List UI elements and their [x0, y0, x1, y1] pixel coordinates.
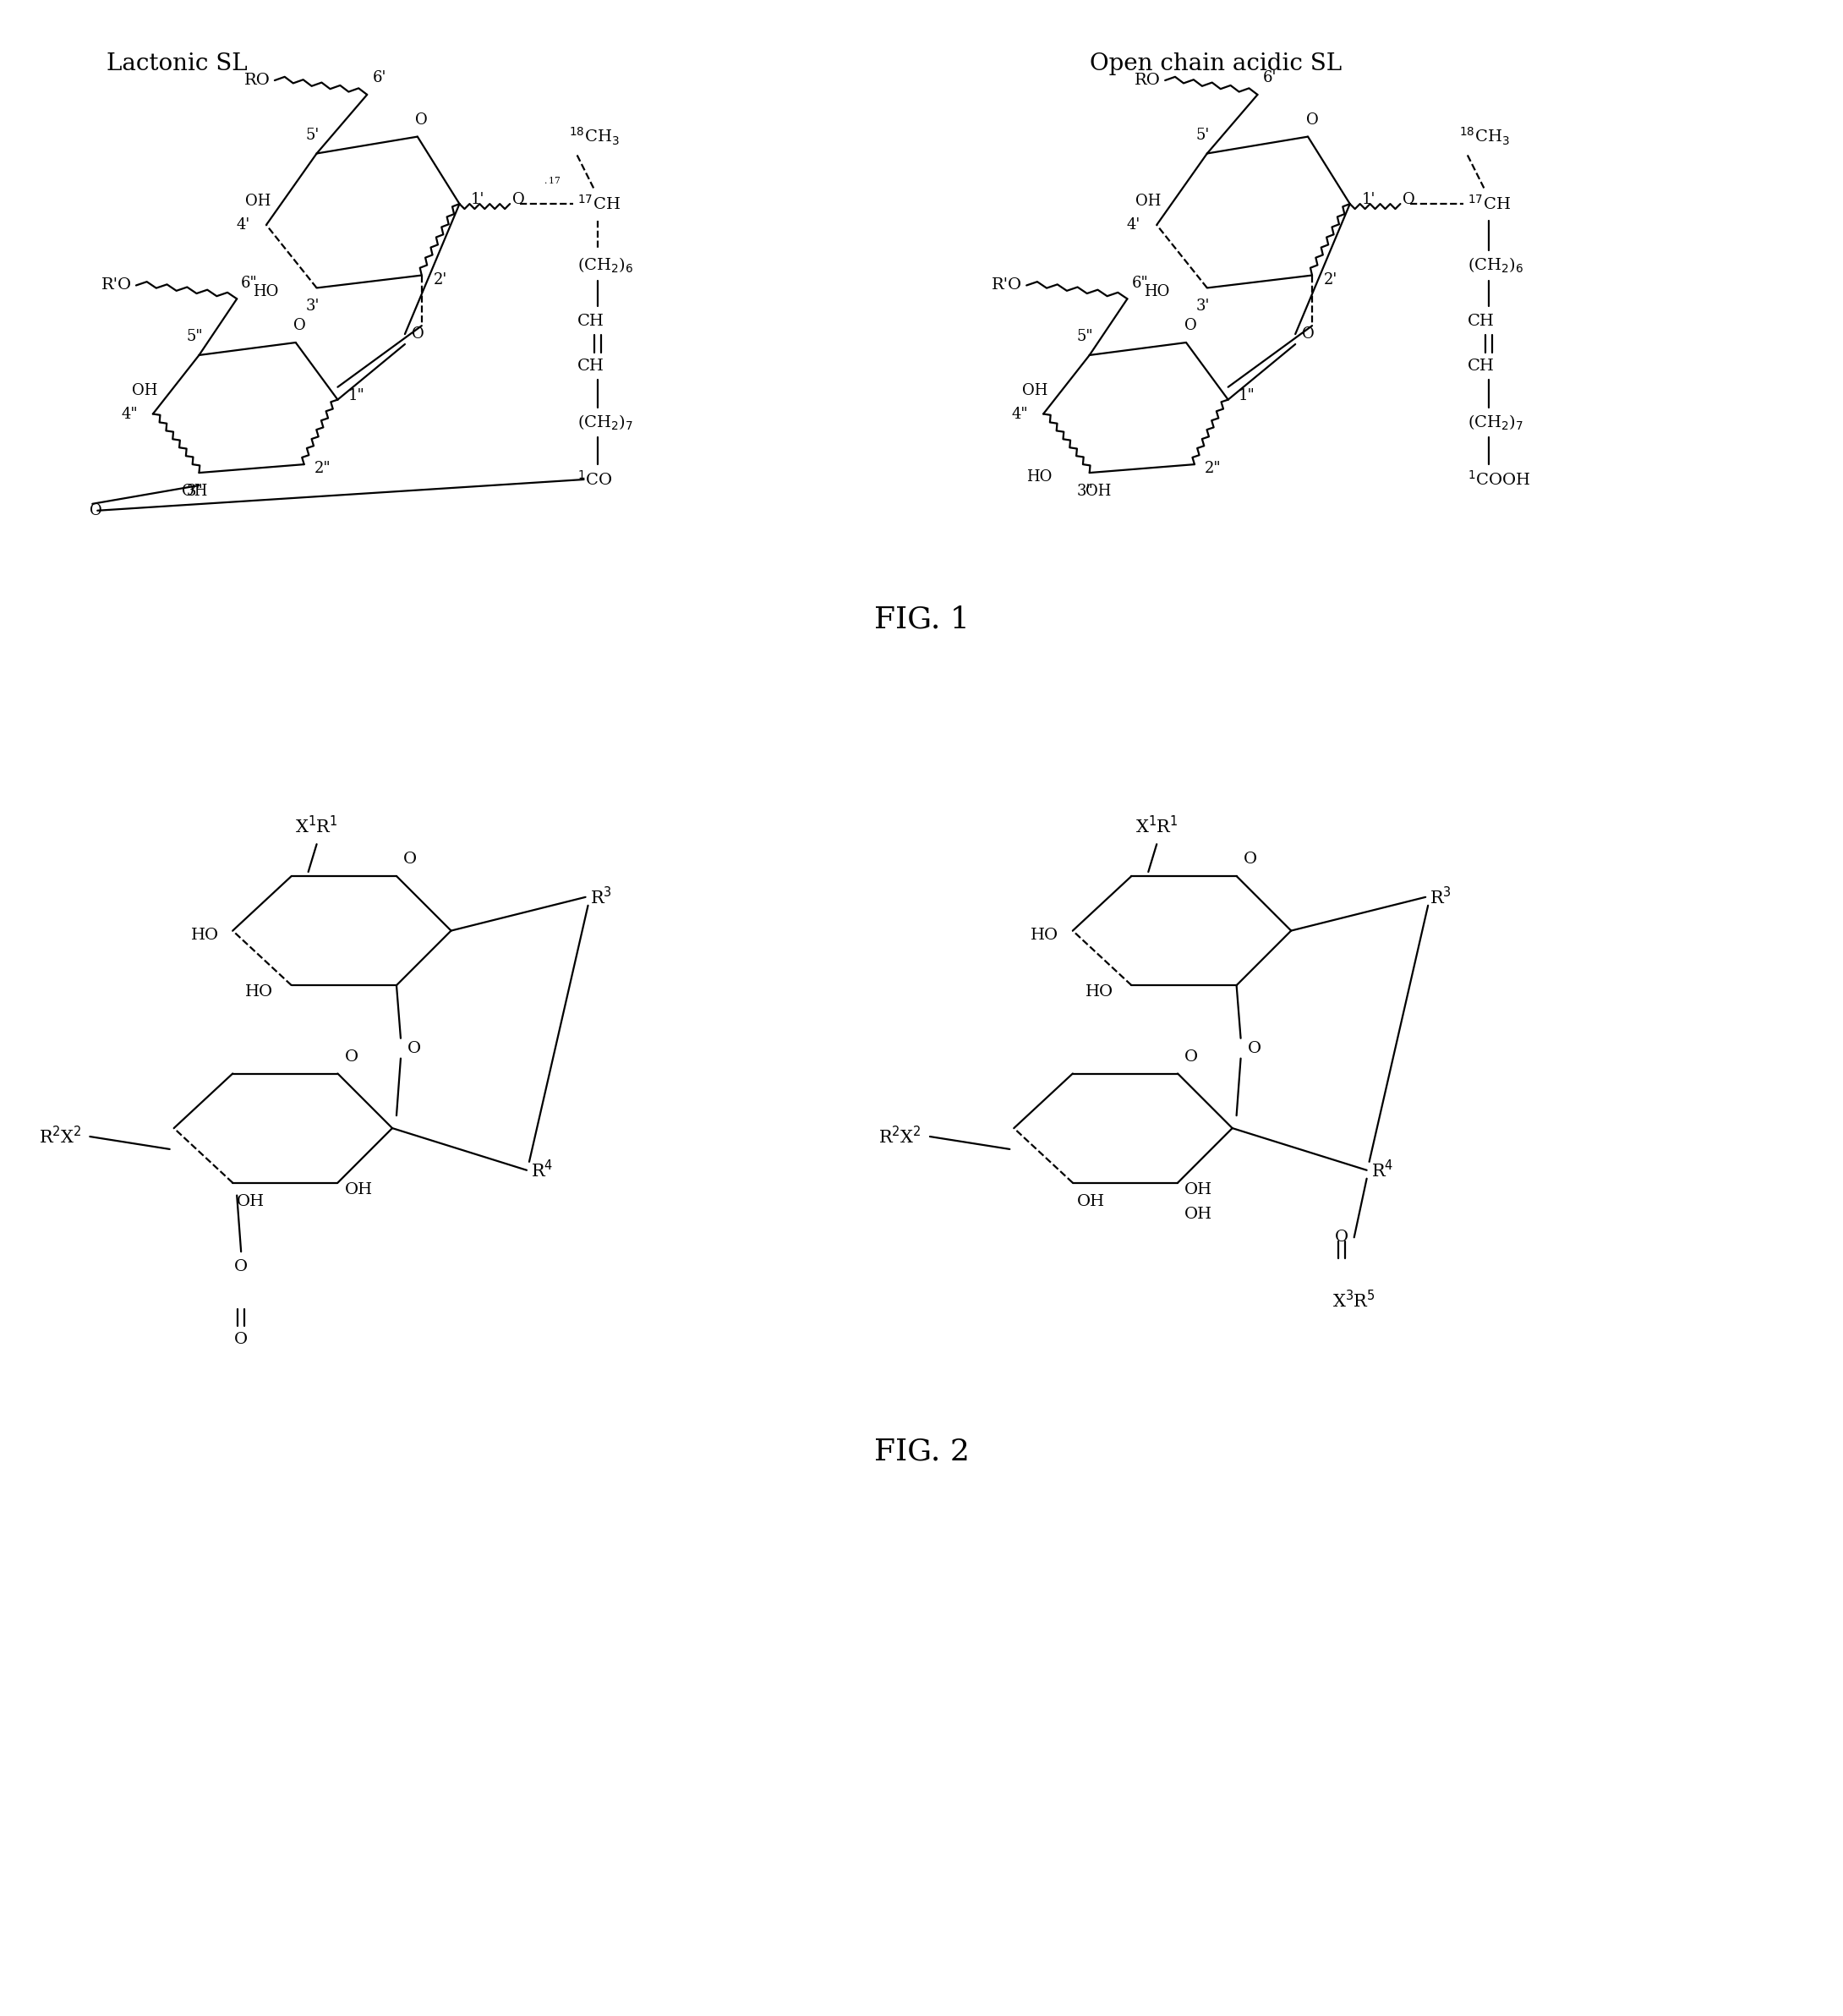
Text: O: O	[90, 502, 103, 518]
Text: R$^3$: R$^3$	[1430, 887, 1452, 907]
Text: 2': 2'	[1323, 272, 1338, 286]
Text: OH: OH	[1023, 383, 1047, 397]
Text: RO: RO	[1135, 73, 1161, 89]
Text: 2': 2'	[433, 272, 448, 286]
Text: HO: HO	[190, 927, 219, 943]
Text: R$^2$X$^2$: R$^2$X$^2$	[39, 1125, 81, 1147]
Text: R$^4$: R$^4$	[531, 1159, 553, 1181]
Text: OH: OH	[1185, 1208, 1213, 1222]
Text: O: O	[1334, 1230, 1349, 1246]
Text: $^{17}$CH: $^{17}$CH	[1467, 196, 1511, 214]
Text: O: O	[293, 319, 306, 333]
Text: Lactonic SL: Lactonic SL	[107, 52, 247, 75]
Text: HO: HO	[1030, 927, 1058, 943]
Text: 5': 5'	[1196, 127, 1209, 143]
Text: 3": 3"	[1076, 484, 1093, 498]
Text: O: O	[512, 192, 525, 208]
Text: O: O	[1403, 192, 1415, 208]
Text: 4': 4'	[236, 218, 249, 232]
Text: 1": 1"	[348, 387, 365, 403]
Text: HO: HO	[245, 984, 273, 1000]
Text: OH: OH	[245, 194, 271, 210]
Text: 6": 6"	[1132, 276, 1148, 292]
Text: OH: OH	[1076, 1193, 1106, 1210]
Text: RO: RO	[245, 73, 271, 89]
Text: OH: OH	[238, 1193, 265, 1210]
Text: R$^4$: R$^4$	[1371, 1159, 1393, 1181]
Text: 1': 1'	[472, 192, 485, 208]
Text: CH: CH	[1467, 314, 1495, 329]
Text: O: O	[1307, 113, 1318, 127]
Text: R'O: R'O	[992, 278, 1023, 292]
Text: $^1$CO: $^1$CO	[577, 470, 612, 488]
Text: O: O	[1248, 1040, 1261, 1056]
Text: O: O	[1183, 319, 1196, 333]
Text: 6': 6'	[372, 71, 387, 85]
Text: O: O	[234, 1260, 249, 1274]
Text: OH: OH	[345, 1181, 372, 1198]
Text: 5': 5'	[306, 127, 319, 143]
Text: (CH$_2$)$_7$: (CH$_2$)$_7$	[1467, 413, 1524, 431]
Text: X$^1$R$^1$: X$^1$R$^1$	[295, 814, 337, 837]
Text: HO: HO	[1145, 284, 1168, 300]
Text: O: O	[404, 851, 417, 867]
Text: 1": 1"	[1238, 387, 1255, 403]
Text: 4': 4'	[1126, 218, 1141, 232]
Text: R'O: R'O	[101, 278, 133, 292]
Text: O: O	[345, 1048, 358, 1064]
Text: Open chain acidic SL: Open chain acidic SL	[1089, 52, 1342, 75]
Text: $^{18}$CH$_3$: $^{18}$CH$_3$	[569, 127, 619, 147]
Text: 5": 5"	[186, 329, 203, 345]
Text: (CH$_2$)$_6$: (CH$_2$)$_6$	[577, 256, 634, 274]
Text: 2": 2"	[1205, 462, 1222, 476]
Text: FIG. 1: FIG. 1	[874, 605, 969, 635]
Text: OH: OH	[131, 383, 157, 397]
Text: HO: HO	[1086, 984, 1113, 1000]
Text: $^{17}$CH: $^{17}$CH	[577, 196, 621, 214]
Text: X$^3$R$^5$: X$^3$R$^5$	[1332, 1290, 1375, 1310]
Text: FIG. 2: FIG. 2	[874, 1437, 969, 1466]
Text: O: O	[1301, 327, 1314, 343]
Text: 5": 5"	[1076, 329, 1093, 345]
Text: 2": 2"	[315, 462, 332, 476]
Text: O: O	[407, 1040, 420, 1056]
Text: CH: CH	[577, 359, 605, 373]
Text: 1': 1'	[1362, 192, 1375, 208]
Text: OH: OH	[1185, 1181, 1213, 1198]
Text: O: O	[411, 327, 424, 343]
Text: OH: OH	[1135, 194, 1161, 210]
Text: 4": 4"	[1012, 407, 1028, 421]
Text: CH: CH	[1467, 359, 1495, 373]
Text: R$^3$: R$^3$	[590, 887, 612, 907]
Text: $\mathregular{^{.17}}$: $\mathregular{^{.17}}$	[544, 177, 560, 190]
Text: X$^1$R$^1$: X$^1$R$^1$	[1135, 814, 1178, 837]
Text: 6": 6"	[241, 276, 258, 292]
Text: OH: OH	[182, 484, 208, 498]
Text: O: O	[234, 1333, 249, 1347]
Text: 3': 3'	[306, 298, 319, 314]
Text: $^1$COOH: $^1$COOH	[1467, 470, 1530, 488]
Text: 6': 6'	[1262, 71, 1277, 85]
Text: 4": 4"	[122, 407, 138, 421]
Text: O: O	[1244, 851, 1257, 867]
Text: 3": 3"	[186, 484, 203, 498]
Text: R$^2$X$^2$: R$^2$X$^2$	[879, 1125, 922, 1147]
Text: (CH$_2$)$_7$: (CH$_2$)$_7$	[577, 413, 634, 431]
Text: 3': 3'	[1196, 298, 1209, 314]
Text: (CH$_2$)$_6$: (CH$_2$)$_6$	[1467, 256, 1524, 274]
Text: HO: HO	[1027, 470, 1052, 484]
Text: CH: CH	[577, 314, 605, 329]
Text: O: O	[1185, 1048, 1198, 1064]
Text: O: O	[415, 113, 428, 127]
Text: OH: OH	[1086, 484, 1111, 498]
Text: HO: HO	[252, 284, 278, 300]
Text: $^{18}$CH$_3$: $^{18}$CH$_3$	[1460, 127, 1509, 147]
